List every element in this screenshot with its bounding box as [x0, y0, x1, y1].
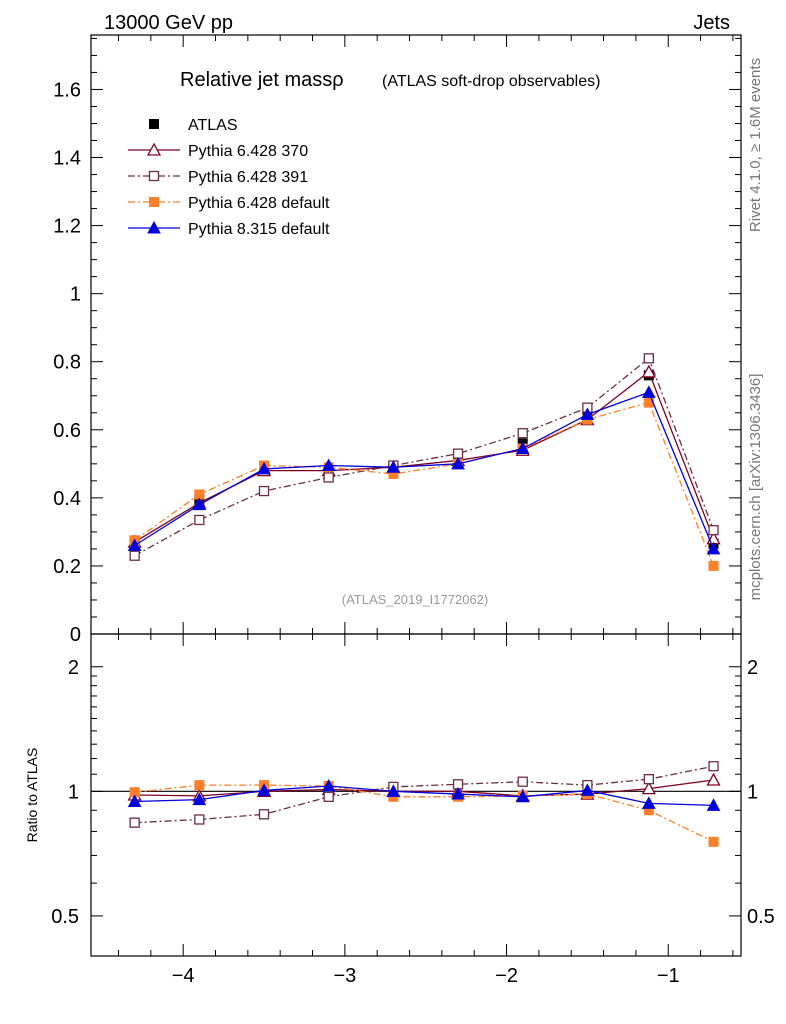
main-series-3-line — [134, 401, 715, 567]
chart-subtitle: (ATLAS soft-drop observables) — [382, 73, 600, 90]
ratio-y-tick-label: 0.5 — [51, 906, 79, 928]
ratio-series-0-point — [706, 772, 721, 786]
main-series-4-point — [580, 407, 595, 420]
ratio-series-1-point — [258, 809, 270, 820]
ratio-y-tick-label-right: 0.5 — [747, 906, 775, 928]
main-series-2-point — [452, 448, 464, 459]
ratio-series-3-point — [515, 789, 530, 803]
legend-marker — [149, 119, 159, 129]
ratio-panel: 0.5 0.5 1 1 2 2 −4 −3 −2 −1 — [51, 633, 775, 987]
ratio-series-3-point — [580, 783, 595, 796]
main-series-3-point — [194, 489, 205, 500]
main-series-2-point — [643, 353, 654, 364]
header-left: 13000 GeV pp — [104, 12, 233, 34]
ratio-y-tick-label-right: 1 — [747, 781, 758, 803]
y-tick-label: 0.4 — [53, 488, 81, 510]
ratio-series-1-point — [517, 776, 528, 787]
ratio-series-3-point — [321, 778, 336, 792]
ratio-y-tick-label: 1 — [68, 781, 79, 803]
legend-label: Pythia 8.315 default — [188, 221, 330, 238]
main-series-2-point — [129, 550, 140, 561]
ratio-series-3-point — [386, 784, 401, 797]
ratio-series-1-point — [129, 817, 140, 828]
x-tick-label: −2 — [495, 965, 518, 987]
ratio-series-3-point — [257, 783, 271, 796]
legend-label: Pythia 6.428 370 — [188, 143, 308, 160]
main-series-4-point — [706, 541, 721, 555]
main-series-4-point — [127, 538, 142, 552]
ratio-series-3-line — [134, 785, 714, 806]
main-series-2-point — [258, 485, 270, 497]
legend-marker — [149, 197, 159, 207]
main-series-4-point — [321, 458, 336, 472]
ratio-ylabel: Ratio to ATLAS — [24, 748, 40, 843]
main-series-1-point — [641, 364, 656, 378]
y-tick-label: 0.8 — [53, 352, 81, 374]
ratio-series-1-point — [323, 791, 334, 802]
ratio-series-3-point — [451, 787, 465, 800]
legend-marker — [147, 220, 161, 234]
main-series-4-point — [515, 441, 530, 455]
ratio-series-2-point — [708, 836, 719, 847]
legend-label: Pythia 6.428 391 — [188, 169, 308, 186]
main-series-4-point — [451, 456, 465, 470]
y-tick-label: 0.6 — [53, 420, 81, 442]
ratio-series-3-point — [127, 794, 142, 807]
legend-label: Pythia 6.428 default — [188, 195, 330, 212]
main-series-4-point — [386, 460, 401, 473]
ratio-series-2-line — [134, 784, 714, 843]
ratio-series-3-point — [192, 792, 207, 806]
analysis-watermark: (ATLAS_2019_I1772062) — [342, 592, 488, 607]
y-tick-label: 1.2 — [53, 216, 81, 238]
main-series-2-line — [134, 357, 715, 557]
main-series-2-point — [708, 525, 719, 536]
main-series-4-point — [257, 461, 271, 475]
main-series-2-point — [323, 472, 334, 483]
main-series-4-point — [192, 497, 207, 511]
y-tick-label: 1.4 — [53, 148, 81, 170]
main-series-1-line — [134, 370, 715, 543]
y-tick-label: 1 — [70, 284, 81, 306]
legend-marker — [148, 170, 160, 182]
y-tick-label: 1.6 — [53, 79, 81, 101]
x-tick-label: −1 — [657, 965, 680, 987]
legend: ATLAS Pythia 6.428 370 Pythia 6.428 391 Pyt… — [128, 117, 330, 238]
legend-marker — [146, 142, 162, 156]
main-series-4-point — [641, 385, 656, 398]
ratio-series-0-point — [641, 781, 656, 795]
ratio-series-1-point — [643, 774, 654, 785]
main-series-2-point — [194, 514, 205, 526]
x-tick-label: −4 — [172, 965, 195, 987]
ratio-series-3-point — [641, 796, 656, 809]
main-panel: 0 0.2 0.4 0.6 0.8 1 1.2 1.4 1.6 — [53, 34, 742, 646]
y-tick-label: 0 — [70, 624, 81, 646]
main-series-4-line — [134, 391, 715, 550]
ratio-series-0-line — [134, 779, 714, 797]
ratio-y-tick-label: 2 — [68, 657, 79, 679]
ratio-y-tick-label-right: 2 — [747, 657, 758, 679]
main-series-2-point — [517, 428, 528, 439]
legend-label: ATLAS — [188, 117, 238, 134]
y-tick-label: 0.2 — [53, 556, 81, 578]
ratio-series-1-point — [708, 761, 719, 772]
main-series-3-point — [708, 560, 719, 571]
ratio-series-3-point — [706, 798, 721, 811]
plot-frame — [90, 633, 742, 957]
header-right: Jets — [693, 12, 730, 34]
x-tick-label: −3 — [333, 965, 356, 987]
ratio-series-1-point — [194, 814, 205, 825]
mcplots-label: mcplots.cern.ch [arXiv:1306.3436] — [747, 374, 764, 601]
chart-title: Relative jet massρ — [180, 69, 344, 91]
rivet-label: Rivet 4.1.0, ≥ 1.6M events — [747, 58, 764, 232]
ratio-series-2-point — [194, 780, 205, 791]
